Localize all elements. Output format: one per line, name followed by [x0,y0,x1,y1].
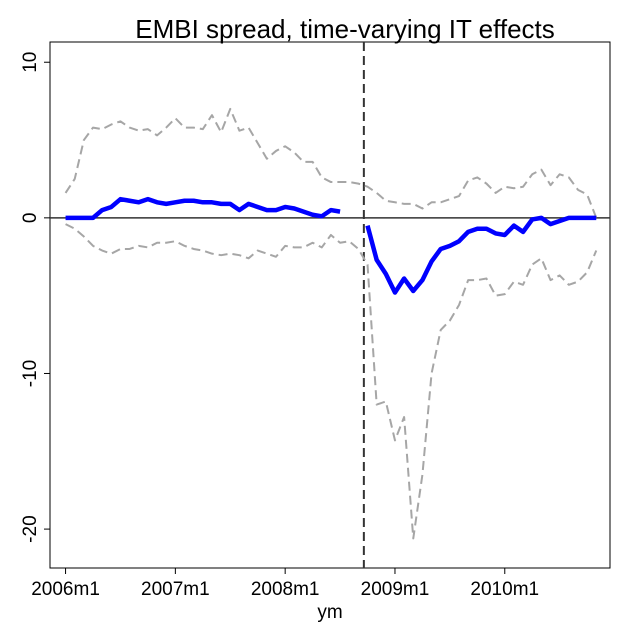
y-tick-label: -10 [20,360,41,387]
chart-title: EMBI spread, time-varying IT effects [135,14,555,44]
y-tick-label: 10 [20,52,41,73]
x-tick-label: 2010m1 [470,579,539,600]
series-line [65,196,597,295]
x-axis-label: ym [317,602,342,623]
series-line [65,223,598,540]
y-tick-label: 0 [20,213,41,224]
series-line [64,107,598,219]
x-tick-label: 2008m1 [251,579,320,600]
x-tick-label: 2009m1 [361,579,430,600]
plot-frame [49,41,611,569]
y-tick-label: -20 [20,515,41,542]
x-tick-label: 2007m1 [141,579,210,600]
x-tick-label: 2006m1 [31,579,100,600]
